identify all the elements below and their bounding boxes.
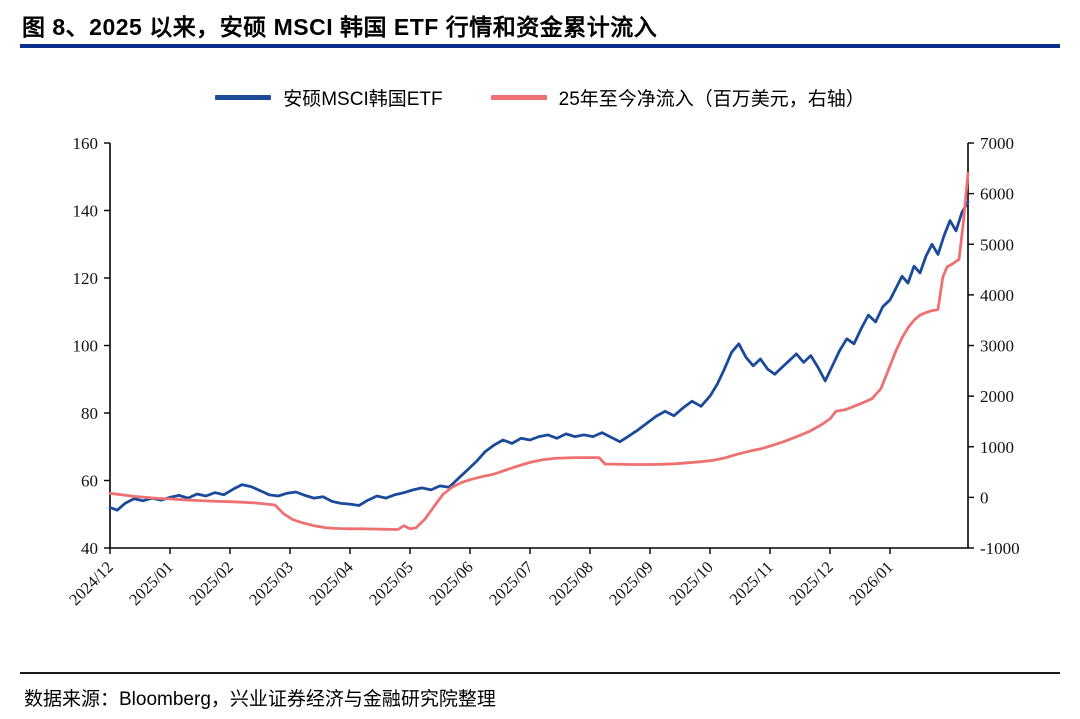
x-axis-label: 2025/02 [185,557,237,609]
x-axis-label: 2025/12 [785,557,837,609]
y-axis-label-right: 7000 [980,134,1014,153]
y-axis-label-left: 140 [73,202,99,221]
x-axis-label: 2025/01 [125,557,177,609]
y-axis-label-left: 100 [73,337,99,356]
x-axis-label: 2025/08 [545,557,597,609]
y-axis-label-right: 4000 [980,286,1014,305]
figure-title: 图 8、2025 以来，安硕 MSCI 韩国 ETF 行情和资金累计流入 [22,14,658,40]
legend-label-netflow: 25年至今净流入（百万美元，右轴） [558,89,865,110]
y-axis-label-right: 3000 [980,337,1014,356]
y-axis-label-left: 60 [81,472,98,491]
y-axis-label-left: 80 [81,404,98,423]
title-underline [20,44,1060,48]
x-axis-label: 2025/04 [305,557,357,609]
legend-label-etf: 安硕MSCI韩国ETF [283,89,443,110]
y-axis-label-right: 6000 [980,185,1014,204]
x-axis-label: 2025/09 [605,557,657,609]
legend-item-netflow: 25年至今净流入（百万美元，右轴） [490,84,865,111]
y-axis-label-right: 0 [980,488,989,507]
x-axis-label: 2025/05 [365,557,417,609]
footer-divider [20,672,1060,674]
legend-item-etf: 安硕MSCI韩国ETF [215,84,443,111]
x-axis-label: 2025/07 [485,557,537,609]
y-axis-label-right: 1000 [980,438,1014,457]
chart-legend: 安硕MSCI韩国ETF 25年至今净流入（百万美元，右轴） [0,84,1080,111]
y-axis-label-right: 2000 [980,387,1014,406]
y-axis-label-right: 5000 [980,235,1014,254]
y-axis-label-left: 160 [73,134,99,153]
y-axis-label-left: 120 [73,269,99,288]
series-line-netflow [108,171,970,531]
x-axis-label: 2025/10 [665,557,717,609]
y-axis-label-right: -1000 [980,539,1020,558]
legend-line-icon-blue [215,95,272,100]
y-axis-label-left: 40 [81,539,98,558]
x-axis-label: 2025/11 [726,557,777,608]
x-axis-label: 2026/01 [845,557,897,609]
x-axis-label: 2025/03 [245,557,297,609]
x-axis-label: 2024/12 [65,557,117,609]
x-axis-label: 2025/06 [425,557,477,609]
series-line-etf [108,200,970,512]
legend-line-icon-red [490,95,547,100]
data-source: 数据来源：Bloomberg，兴业证券经济与金融研究院整理 [24,689,496,710]
